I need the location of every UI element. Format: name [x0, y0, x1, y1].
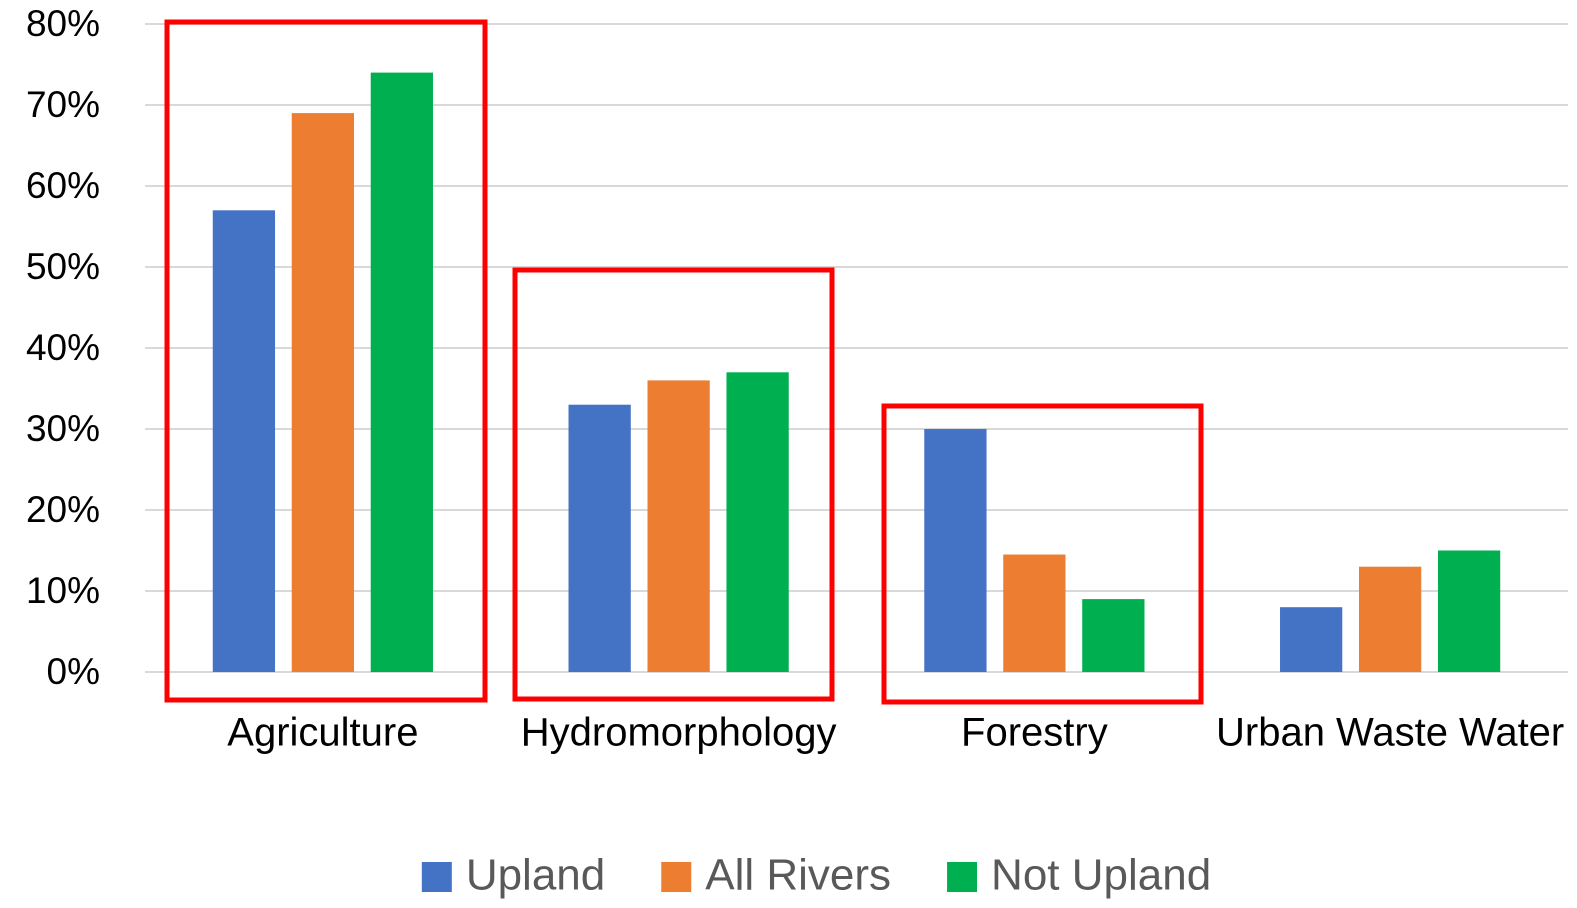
bar: [370, 72, 433, 673]
y-tick-label: 10%: [26, 570, 100, 611]
bar: [1082, 599, 1145, 672]
legend-label: Upland: [466, 851, 605, 900]
highlight-box: [881, 403, 1204, 705]
highlight-box: [512, 267, 835, 702]
legend-label: All Rivers: [705, 851, 891, 900]
bar: [647, 380, 710, 672]
bar: [291, 113, 355, 673]
x-tick-label: Hydromorphology: [521, 711, 837, 755]
x-tick-label: Urban Waste Water: [1216, 711, 1564, 755]
bars: [212, 72, 1501, 673]
bar: [726, 372, 789, 672]
bar: [1280, 607, 1343, 672]
legend-swatch: [661, 862, 692, 892]
x-tick-label: Agriculture: [227, 711, 418, 755]
legend-swatch: [947, 862, 978, 892]
bar: [568, 404, 631, 672]
labels: 0% 10% 20% 30% 40% 50% 60% 70% 80% Agriculture Hyd…: [26, 3, 1564, 900]
legend: Upland All Rivers Not Upland: [421, 851, 1211, 900]
highlight-boxes: [164, 19, 1204, 705]
bar: [924, 429, 987, 672]
bar: [212, 210, 276, 673]
y-tick-label: 50%: [26, 246, 100, 287]
bar: [1003, 554, 1066, 672]
y-tick-label: 0%: [47, 651, 100, 692]
highlight-box: [164, 19, 488, 703]
bar: [1358, 566, 1422, 672]
legend-label: Not Upland: [991, 851, 1211, 900]
grid: [145, 23, 1568, 673]
y-tick-label: 60%: [26, 165, 100, 206]
legend-swatch: [421, 862, 452, 892]
bar: [1437, 550, 1501, 672]
y-tick-label: 70%: [26, 84, 100, 125]
y-tick-label: 30%: [26, 408, 100, 449]
y-tick-label: 20%: [26, 489, 100, 530]
y-tick-label: 80%: [26, 3, 100, 44]
x-tick-label: Forestry: [961, 711, 1108, 755]
y-tick-label: 40%: [26, 327, 100, 368]
